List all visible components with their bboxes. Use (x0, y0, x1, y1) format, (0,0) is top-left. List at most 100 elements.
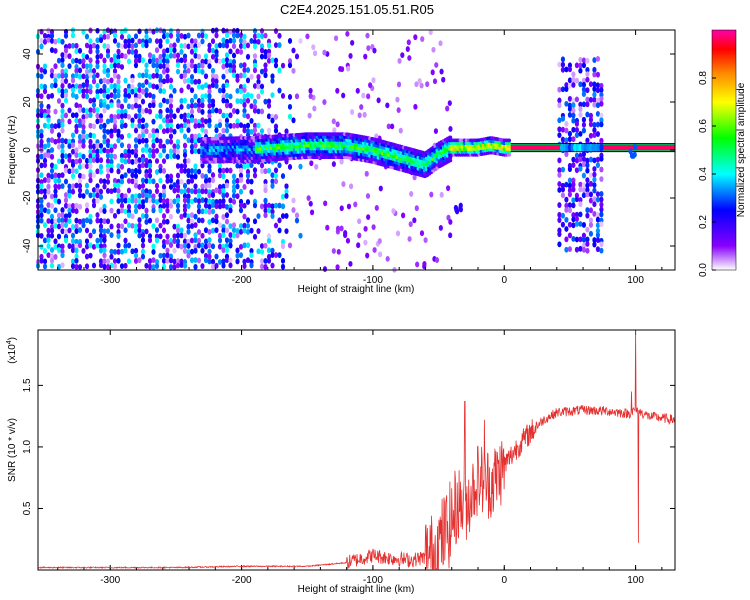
spectrogram-cell (217, 172, 223, 179)
spectrogram-cell (242, 33, 247, 40)
spectrogram-cell (186, 103, 191, 110)
spectrogram-cell (102, 208, 107, 214)
spectrogram-cell (130, 77, 135, 84)
spectrogram-cell (161, 257, 167, 264)
spectrogram-cell (140, 132, 146, 139)
spectrogram-cell (231, 108, 237, 114)
spectrogram-cell (49, 167, 55, 174)
spectrogram-cell (182, 167, 188, 174)
spectrogram-cell (186, 158, 191, 164)
spectrogram-cell (105, 138, 111, 145)
spectrogram-cell (105, 48, 111, 55)
spectrogram-cell (144, 42, 149, 49)
spectrogram-cell (105, 188, 111, 194)
spectrogram-cell (182, 57, 188, 64)
spectrogram-cell (123, 227, 128, 234)
spectrogram-cell (56, 57, 62, 64)
spectrogram-cell (196, 229, 202, 235)
spectrogram-cell (592, 241, 597, 248)
spectrogram-cell (91, 73, 97, 80)
spectrogram-cell (154, 57, 160, 64)
spectrogram-cell (407, 236, 412, 242)
spectrogram-cell (88, 67, 93, 74)
spectrogram-cell (506, 150, 512, 154)
spectrogram-cell (133, 173, 139, 179)
spectrogram-cell (112, 37, 118, 44)
spectrogram-cell (67, 138, 72, 145)
spectrogram-cell (137, 112, 142, 119)
spectrogram-cell (63, 112, 69, 119)
spectrogram-cell (307, 112, 312, 119)
spectrogram-cell (277, 87, 282, 94)
spectrogram-cell (210, 107, 216, 114)
spectrogram-cell (203, 53, 209, 60)
spectrogram-cell (95, 192, 100, 199)
spectrogram-cell (200, 127, 205, 133)
spectrogram-cell (60, 158, 65, 165)
spectrogram-cell (228, 238, 233, 244)
spectrogram-cell (88, 97, 93, 104)
spectrogram-cell (154, 72, 160, 79)
spectrogram-cell (249, 162, 254, 169)
spectrogram-cell (151, 83, 156, 90)
spectrogram-cell (84, 217, 90, 224)
spectrogram-cell (578, 101, 583, 108)
spectrogram-cell (123, 92, 128, 99)
spectrogram-cell (221, 57, 226, 64)
spectrogram-cell (133, 48, 139, 55)
spectrogram-cell (102, 218, 107, 225)
spectrogram-cell (109, 63, 114, 69)
spectrogram-cell (49, 257, 55, 264)
spectrogram-cell (126, 48, 132, 55)
spectrogram-cell (130, 159, 135, 165)
spectrogram-cell (67, 192, 72, 199)
spectrogram-cell (571, 117, 576, 124)
spectrogram-cell (95, 93, 100, 100)
spectrogram-cell (214, 83, 219, 89)
spectrogram-cell (196, 83, 202, 90)
spectrogram-cell (266, 247, 272, 254)
spectrogram-cell (189, 143, 195, 150)
y-tick-label: 40 (22, 48, 33, 60)
spectrogram-cell (557, 117, 562, 124)
spectrogram-cell (123, 53, 128, 60)
spectrogram-cell (200, 263, 205, 269)
spectrogram-cell (119, 108, 125, 115)
spectrogram-cell (224, 62, 230, 69)
spectrogram-cell (228, 48, 233, 55)
spectrogram-cell (116, 257, 121, 264)
spectrogram-cell (221, 183, 226, 190)
spectrogram-cell (60, 153, 65, 159)
spectrogram-cell (228, 257, 233, 264)
spectrogram-cell (46, 208, 51, 215)
spectrogram-cell (140, 88, 146, 95)
spectrogram-cell (574, 216, 580, 222)
figure-title: C2E4.2025.151.05.51.R05 (280, 2, 434, 17)
spectrogram-cell (256, 32, 261, 39)
spectrogram-cell (224, 247, 230, 254)
spectrogram-cell (172, 233, 177, 240)
spectrogram-cell (193, 232, 198, 239)
spectrogram-cell (172, 187, 177, 194)
spectrogram-cell (270, 57, 275, 64)
spectrogram-cell (56, 177, 62, 184)
spectrogram-cell (585, 96, 590, 103)
snr-y-multiplier-base: (x10 (7, 344, 18, 364)
spectrogram-cell (348, 260, 353, 267)
spectrogram-cell (53, 47, 58, 54)
spectrogram-cell (74, 152, 79, 159)
spectrogram-cell (438, 225, 443, 231)
spectrogram-cell (231, 178, 237, 185)
spectrogram-cell (154, 199, 160, 205)
spectrogram-cell (378, 185, 383, 192)
spectrogram-cell (140, 72, 146, 79)
spectrogram-cell (564, 82, 569, 88)
spectrogram-cell (116, 249, 121, 255)
spectrogram-cell (308, 200, 313, 207)
spectrogram-cell (84, 227, 90, 234)
spectrogram-cell (332, 127, 337, 134)
spectrogram-cell (221, 73, 226, 80)
spectrogram-cell (154, 233, 160, 240)
spectrogram-cell (238, 167, 244, 174)
